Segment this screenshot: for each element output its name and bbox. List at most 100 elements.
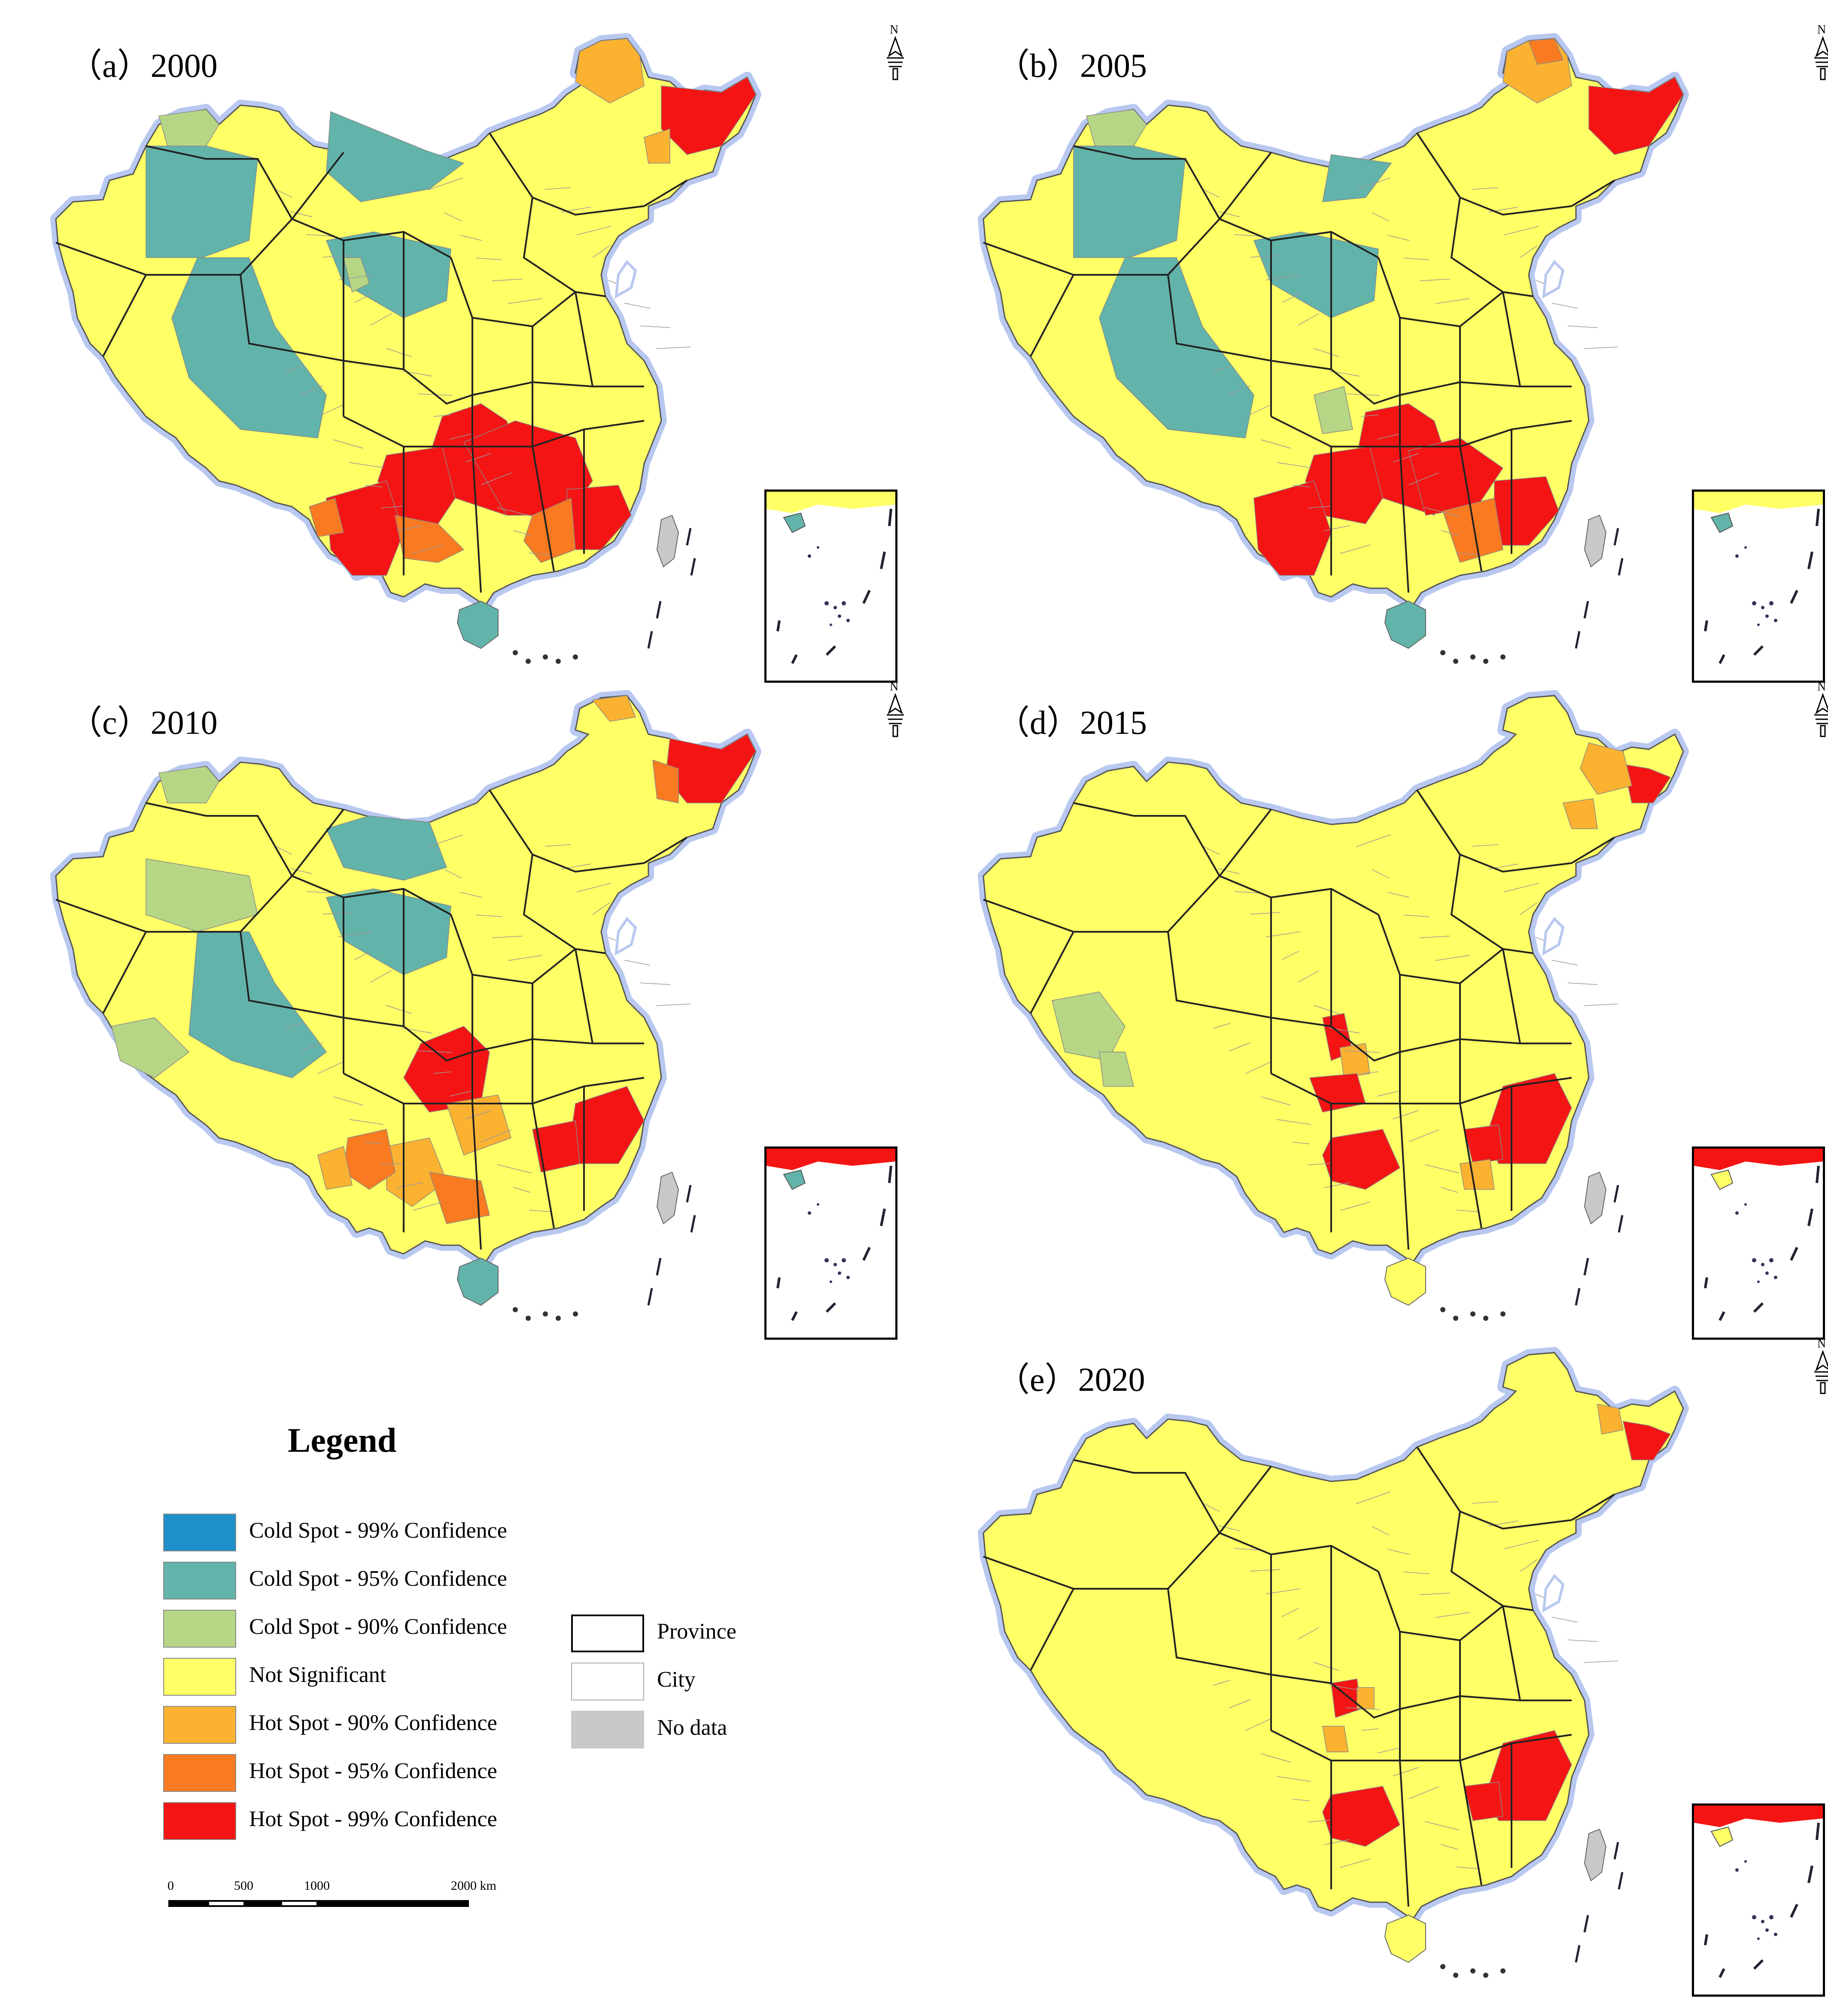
province-boundary xyxy=(1030,1588,1074,1671)
svg-text:N: N xyxy=(890,23,898,36)
city-boundary xyxy=(481,1129,512,1142)
city-boundary xyxy=(1435,1612,1470,1618)
hotspot-region-h99 xyxy=(566,485,632,550)
city-boundary xyxy=(1583,1660,1618,1663)
map-panel-e: （e）2020 N xyxy=(945,1331,1828,1997)
city-boundary xyxy=(1308,1163,1330,1165)
legend-item-not-significant: Not Significant xyxy=(163,1658,678,1697)
province-boundary xyxy=(523,854,576,950)
bohai-sea xyxy=(1542,260,1565,299)
hotspot-region-c90 xyxy=(111,1017,190,1078)
legend-item-cold-95: Cold Spot - 95% Confidence xyxy=(163,1562,678,1600)
province-boundary xyxy=(292,218,451,258)
city-boundary xyxy=(1520,1559,1538,1572)
city-boundary xyxy=(624,303,651,309)
island-dot xyxy=(543,1311,548,1317)
province-boundary xyxy=(1460,381,1521,387)
island-dot xyxy=(1470,1968,1475,1973)
province-boundary xyxy=(532,446,555,572)
province-boundary xyxy=(343,1073,645,1104)
city-boundary xyxy=(476,258,502,260)
city-boundary xyxy=(1313,1005,1340,1014)
city-boundary xyxy=(1456,1210,1478,1212)
city-boundary xyxy=(433,414,451,417)
city-boundary xyxy=(1567,1639,1598,1642)
city-boundary xyxy=(544,844,571,847)
legend-item-city: City xyxy=(571,1663,786,1701)
island-dot xyxy=(573,1311,578,1317)
city-boundary xyxy=(1419,936,1450,938)
hotspot-region-c90 xyxy=(146,858,258,932)
city-boundary xyxy=(285,366,303,372)
city-boundary xyxy=(1440,1187,1458,1193)
city-boundary xyxy=(1504,883,1539,892)
city-boundary xyxy=(1520,245,1538,258)
legend-label: Cold Spot - 95% Confidence xyxy=(249,1566,507,1591)
panel-label: （a）2000 xyxy=(69,47,218,84)
city-boundary xyxy=(1403,1572,1430,1574)
south-china-sea-inset xyxy=(764,490,897,683)
city-boundary xyxy=(322,912,353,915)
legend-item-cold-99: Cold Spot - 99% Confidence xyxy=(163,1514,678,1552)
city-boundary xyxy=(428,177,463,190)
hotspot-region-h90 xyxy=(1597,1404,1624,1435)
city-boundary xyxy=(412,1201,443,1211)
province-boundary xyxy=(1219,218,1379,258)
nine-dash-line xyxy=(1618,1215,1624,1233)
hotspot-region-c90 xyxy=(1099,1052,1134,1087)
province-boundary xyxy=(1030,274,1074,357)
nine-dash-line xyxy=(1618,558,1624,576)
province-boundary xyxy=(471,1103,482,1250)
city-boundary xyxy=(1213,366,1231,372)
city-boundary xyxy=(1218,211,1240,217)
island-dot xyxy=(543,654,548,660)
legend-label: Cold Spot - 99% Confidence xyxy=(249,1518,507,1543)
province-boundary xyxy=(1219,875,1379,915)
scale-tick-label: 0 xyxy=(167,1879,174,1893)
city-boundary xyxy=(1472,1501,1499,1504)
city-boundary xyxy=(1292,1142,1310,1144)
city-boundary xyxy=(1234,1548,1260,1551)
city-boundary xyxy=(1440,530,1458,536)
city-boundary xyxy=(1297,1627,1320,1640)
legend-title: Legend xyxy=(288,1422,397,1460)
hotspot-region-c90 xyxy=(343,257,370,293)
taiwan-no-data xyxy=(1584,514,1607,568)
city-boundary xyxy=(1297,970,1320,983)
city-boundary xyxy=(1504,1540,1539,1549)
city-boundary xyxy=(1313,348,1340,357)
nine-dash-line xyxy=(686,528,692,546)
legend-item-hot-95: Hot Spot - 95% Confidence xyxy=(163,1754,678,1793)
island-dot xyxy=(513,650,518,655)
hotspot-region-h90 xyxy=(317,1146,353,1190)
hotspot-region-h90 xyxy=(644,128,670,164)
city-boundary xyxy=(1281,294,1299,303)
nine-dash-line xyxy=(647,631,653,649)
legend-swatch xyxy=(163,1706,236,1744)
province-boundary xyxy=(1271,360,1400,405)
city-boundary xyxy=(428,834,463,847)
city-boundary xyxy=(322,255,353,258)
province-boundary xyxy=(1073,802,1220,876)
province-boundary xyxy=(1450,1511,1504,1607)
city-boundary xyxy=(1276,462,1311,468)
city-boundary xyxy=(1435,298,1470,304)
hotspot-region-h99 xyxy=(1408,438,1504,516)
legend-item-hot-90: Hot Spot - 90% Confidence xyxy=(163,1706,678,1745)
south-china-sea-inset xyxy=(764,1146,897,1340)
north-arrow-icon: N xyxy=(880,678,910,739)
hotspot-region-h90 xyxy=(446,1095,511,1155)
city-boundary xyxy=(1424,1164,1460,1174)
legend-item-province: Province xyxy=(571,1615,786,1653)
city-boundary xyxy=(460,892,482,898)
hotspot-region-c95 xyxy=(189,931,327,1078)
nine-dash-line xyxy=(1613,528,1619,546)
city-boundary xyxy=(306,891,333,894)
china-map-a xyxy=(50,33,761,664)
city-boundary xyxy=(1324,1839,1350,1845)
province-boundary xyxy=(1450,854,1504,950)
province-boundary xyxy=(1271,416,1572,447)
city-boundary xyxy=(1218,1525,1240,1531)
city-boundary xyxy=(1356,834,1391,847)
city-boundary xyxy=(1504,226,1539,235)
